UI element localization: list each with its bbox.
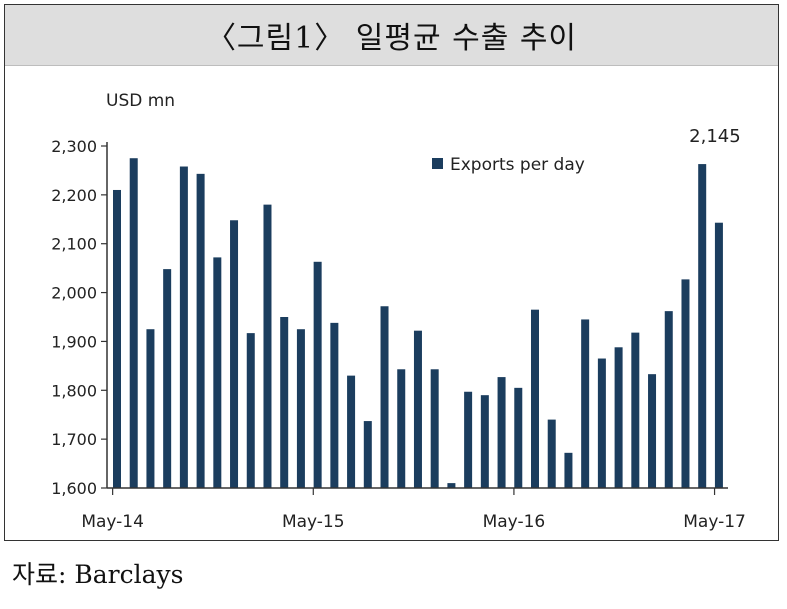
bar (597, 358, 606, 488)
x-tick-label: May-17 (683, 512, 746, 532)
bar (430, 369, 439, 488)
bar (179, 166, 188, 488)
y-tick-label: 2,100 (51, 235, 97, 254)
bar (330, 322, 339, 488)
bar (631, 332, 640, 488)
bar (497, 377, 506, 488)
bar (163, 269, 172, 488)
bar (296, 329, 305, 488)
bar (447, 483, 456, 488)
source-note: 자료: Barclays (12, 560, 184, 589)
y-tick-label: 1,900 (51, 332, 97, 351)
bar (664, 311, 673, 488)
x-tick-label: May-16 (483, 512, 546, 532)
y-axis-unit-label: USD mn (106, 91, 175, 111)
x-tick-label: May-14 (81, 512, 144, 532)
bar (196, 173, 205, 488)
bar (146, 329, 155, 488)
bar (514, 387, 523, 488)
y-tick-label: 1,700 (51, 430, 97, 449)
bar (681, 279, 690, 488)
bar (547, 419, 556, 488)
y-tick-label: 2,200 (51, 186, 97, 205)
bar (280, 317, 289, 488)
y-tick-label: 1,600 (51, 479, 97, 498)
legend-label: Exports per day (450, 155, 585, 175)
bar (614, 347, 623, 488)
bar (397, 369, 406, 488)
data-label: 2,145 (689, 126, 741, 147)
bar (413, 330, 422, 488)
bar (581, 319, 590, 488)
chart-title: 〈그림1〉 일평균 수출 추이 (205, 21, 578, 56)
bar (213, 257, 222, 488)
bar (313, 261, 322, 488)
y-tick-label: 2,300 (51, 137, 97, 156)
y-tick-label: 1,800 (51, 381, 97, 400)
y-tick-label: 2,000 (51, 284, 97, 303)
x-tick-label: May-15 (282, 512, 345, 532)
legend-swatch (432, 158, 443, 169)
bar (531, 309, 539, 488)
bar (648, 374, 657, 488)
bar (564, 452, 573, 488)
bar (363, 421, 372, 488)
bar (714, 222, 723, 488)
chart-title-bar: 〈그림1〉 일평균 수출 추이 (5, 5, 778, 66)
bar (129, 158, 138, 488)
bar (698, 164, 707, 488)
bar (380, 306, 389, 488)
bar (480, 395, 489, 488)
bar (230, 220, 239, 488)
bar (113, 189, 121, 488)
bar (246, 333, 255, 488)
bar (347, 375, 356, 488)
bar (464, 391, 473, 488)
bar (263, 204, 272, 488)
